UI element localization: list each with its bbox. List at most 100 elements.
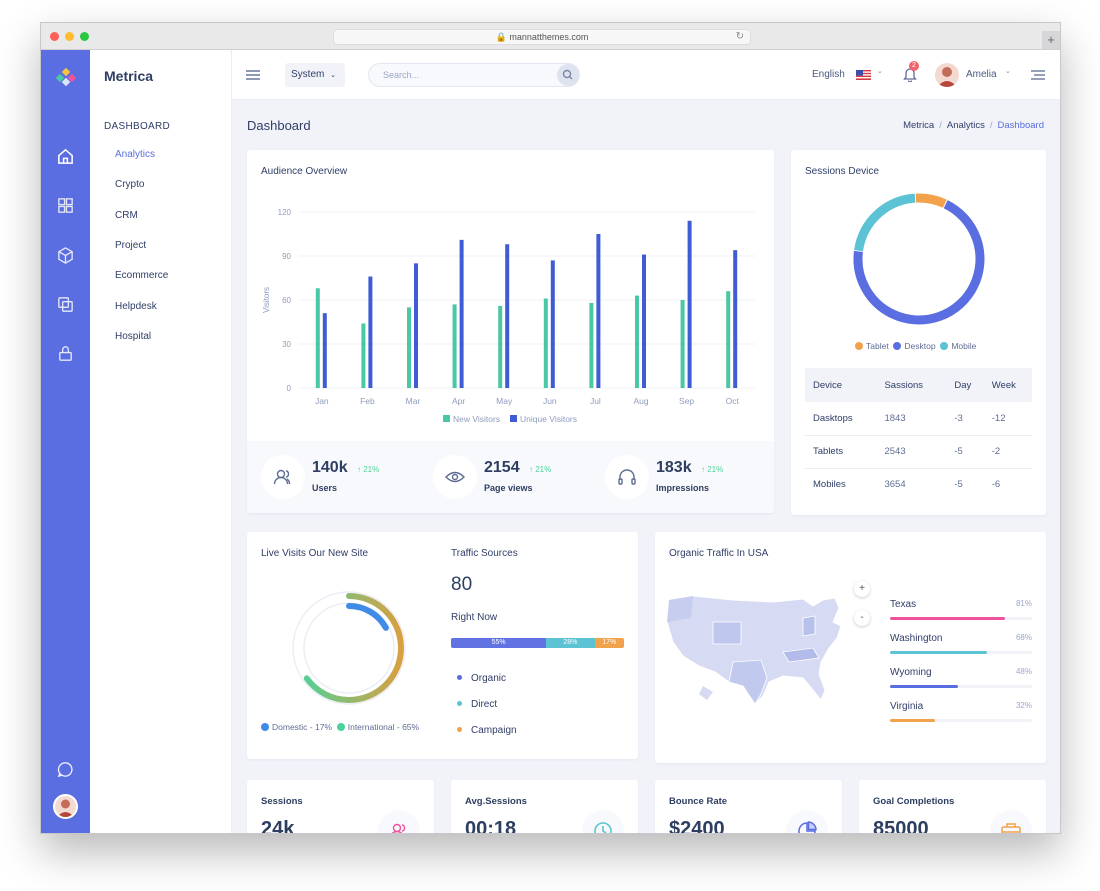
pie-chart-icon (786, 810, 828, 833)
sidebar-item-crm[interactable]: CRM (115, 210, 138, 221)
right-menu-icon[interactable] (1031, 70, 1045, 80)
topbar: System ⌄ Search... English ⌄ 2 Amelia ⌄ (232, 50, 1060, 100)
bar-new-visitors[interactable] (452, 304, 457, 388)
stat-value: 140k (312, 459, 348, 476)
kpi-title: Goal Completions (873, 796, 955, 807)
brand-name[interactable]: Metrica (104, 68, 154, 84)
lock-icon[interactable] (56, 344, 75, 363)
bar-new-visitors[interactable] (361, 323, 366, 388)
bar-unique-visitors[interactable] (368, 276, 373, 388)
box-icon[interactable] (56, 246, 75, 265)
x-tick-label: Jan (315, 396, 329, 406)
bar-new-visitors[interactable] (680, 300, 685, 388)
kpi-card-sessions: Sessions 24k (247, 780, 434, 833)
bar-unique-visitors[interactable] (322, 313, 327, 388)
radial-arc-international[interactable] (294, 593, 404, 703)
sessions-donut-chart (837, 184, 1000, 341)
breadcrumb-item[interactable]: Metrica (903, 120, 935, 131)
x-tick-label: Jul (590, 396, 601, 406)
bar-unique-visitors[interactable] (642, 254, 646, 388)
bar-unique-visitors[interactable] (596, 234, 601, 388)
bar-unique-visitors[interactable] (505, 244, 510, 388)
table-cell: -12 (983, 402, 1032, 436)
bar-new-visitors[interactable] (589, 302, 594, 388)
donut-slice-desktop[interactable] (837, 184, 1000, 341)
zoom-out-button[interactable]: - (854, 610, 870, 626)
y-tick-label: 0 (287, 384, 292, 393)
us-flag-icon[interactable] (856, 70, 871, 80)
reload-icon[interactable]: ↻ (735, 31, 744, 42)
system-dropdown[interactable]: System ⌄ (285, 63, 345, 87)
bar-unique-visitors[interactable] (459, 239, 464, 388)
bar-new-visitors[interactable] (407, 307, 411, 388)
system-label: System (291, 69, 325, 80)
language-label[interactable]: English (812, 69, 845, 80)
bar-unique-visitors[interactable] (733, 250, 738, 388)
radial-arc-domestic[interactable] (304, 603, 394, 693)
legend-swatch (443, 415, 450, 422)
donut-slice-tablet[interactable] (853, 193, 985, 325)
sidebar-item-analytics[interactable]: Analytics (115, 149, 156, 160)
sidebar-item-project[interactable]: Project (115, 240, 147, 251)
sidebar-item-hospital[interactable]: Hospital (115, 331, 152, 342)
bar-new-visitors[interactable] (726, 291, 731, 388)
home-icon[interactable] (56, 147, 75, 166)
maximize-dot[interactable] (80, 32, 89, 41)
new-tab-button[interactable]: + (1042, 31, 1060, 49)
menu-toggle-icon[interactable] (246, 70, 260, 80)
bar-unique-visitors[interactable] (414, 263, 418, 388)
chat-icon[interactable] (56, 760, 75, 779)
rail-avatar[interactable] (53, 794, 78, 819)
bar-unique-visitors[interactable] (550, 260, 555, 388)
breadcrumb-item[interactable]: Analytics (946, 120, 985, 131)
table-header-row: Device Sassions Day Week (805, 368, 1032, 402)
user-name[interactable]: Amelia (966, 69, 997, 80)
user-chevron-icon[interactable]: ⌄ (1005, 68, 1011, 75)
state-percent: 48% (1015, 667, 1032, 676)
device-table: Device Sassions Day Week Dasktops 1843 -… (805, 368, 1032, 501)
grid-icon[interactable] (56, 196, 75, 215)
state-progress-track (890, 617, 1032, 620)
x-tick-label: Oct (726, 396, 740, 406)
clock-icon (582, 810, 624, 833)
logo-icon[interactable] (55, 68, 77, 86)
donut-legend: Tablet Desktop Mobile (855, 341, 976, 351)
sidebar-item-crypto[interactable]: Crypto (115, 179, 145, 190)
sidebar-item-ecommerce[interactable]: Ecommerce (115, 270, 169, 281)
bar-unique-visitors[interactable] (687, 220, 692, 388)
bar-new-visitors[interactable] (635, 295, 639, 388)
user-avatar[interactable] (935, 63, 959, 87)
zoom-in-button[interactable]: + (854, 581, 870, 597)
usa-map[interactable] (663, 582, 853, 722)
state-name: Wyoming (890, 667, 932, 678)
language-chevron-icon[interactable]: ⌄ (877, 68, 883, 75)
copy-icon[interactable] (56, 295, 75, 314)
audience-overview-card: Audience Overview 0 30 60 90 120 Visitors Jan F… (247, 150, 774, 513)
donut-slice-mobile[interactable] (850, 190, 988, 328)
search-button[interactable] (557, 64, 579, 86)
sidebar-item-helpdesk[interactable]: Helpdesk (115, 301, 157, 312)
legend-item-mobile: Mobile (940, 341, 976, 351)
minimize-dot[interactable] (65, 32, 74, 41)
stat-label: Impressions (656, 483, 710, 493)
bar-new-visitors[interactable] (498, 305, 503, 388)
bar-new-visitors[interactable] (543, 298, 548, 388)
active-indicator (82, 150, 90, 166)
close-dot[interactable] (50, 32, 59, 41)
browser-titlebar: 🔒 mannatthemes.com ↻ + (41, 23, 1060, 50)
x-tick-label: Feb (360, 396, 375, 406)
traffic-progress-bar: 55% 28% 17% (451, 638, 624, 648)
url-bar[interactable]: 🔒 mannatthemes.com ↻ (333, 29, 751, 45)
table-cell: Mobiles (813, 479, 846, 491)
search-icon (562, 69, 573, 80)
icon-rail (41, 50, 90, 833)
x-tick-label: May (496, 396, 513, 406)
progress-segment: 55% (451, 638, 547, 648)
search-input[interactable]: Search... (383, 70, 420, 80)
table-cell: -3 (946, 402, 984, 436)
search-bar[interactable]: Search... (368, 63, 580, 87)
bar-new-visitors[interactable] (315, 288, 320, 388)
column-header: Sassions (876, 368, 947, 402)
state-row-washington: Washington 68% (890, 633, 1032, 663)
state-row-wyoming: Wyoming 48% (890, 667, 1032, 697)
